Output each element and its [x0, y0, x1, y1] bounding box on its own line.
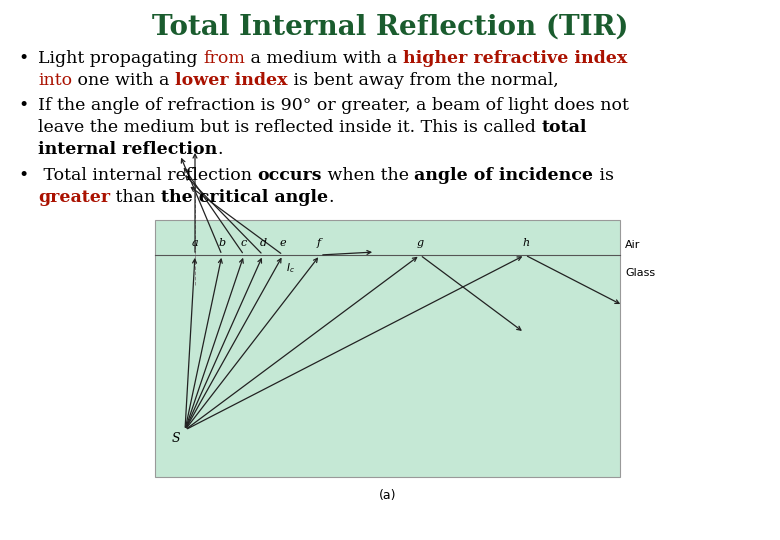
Text: (a): (a)	[379, 489, 396, 502]
Text: than: than	[110, 189, 161, 206]
Text: from: from	[203, 50, 245, 67]
Text: is: is	[594, 167, 614, 184]
Text: internal reflection: internal reflection	[38, 141, 218, 158]
Text: lower index: lower index	[175, 72, 288, 89]
Text: c: c	[241, 238, 247, 248]
Text: higher refractive index: higher refractive index	[402, 50, 627, 67]
Text: f: f	[317, 238, 321, 248]
Text: S: S	[172, 432, 181, 445]
Bar	[155, 220, 620, 477]
Text: Air: Air	[625, 240, 640, 250]
Text: Glass: Glass	[625, 268, 655, 278]
Text: a: a	[192, 238, 199, 248]
Text: e: e	[280, 238, 286, 248]
Text: a medium with a: a medium with a	[245, 50, 402, 67]
Text: $\it{I_c}$: $\it{I_c}$	[286, 261, 295, 275]
Text: is bent away from the normal,: is bent away from the normal,	[288, 72, 558, 89]
Text: •: •	[18, 167, 28, 184]
Text: d: d	[260, 238, 267, 248]
Text: occurs: occurs	[257, 167, 322, 184]
Text: g: g	[417, 238, 424, 248]
Text: the critical angle: the critical angle	[161, 189, 328, 206]
Text: leave the medium but is reflected inside it. This is called: leave the medium but is reflected inside…	[38, 119, 541, 136]
Text: Light propagating: Light propagating	[38, 50, 203, 67]
Text: .: .	[328, 189, 334, 206]
Text: angle of incidence: angle of incidence	[414, 167, 594, 184]
Text: one with a: one with a	[72, 72, 175, 89]
Text: •: •	[18, 50, 28, 67]
Text: total: total	[541, 119, 587, 136]
Text: Total Internal Reflection (TIR): Total Internal Reflection (TIR)	[152, 14, 628, 40]
Text: b: b	[219, 238, 226, 248]
Text: greater: greater	[38, 189, 110, 206]
Text: when the: when the	[322, 167, 414, 184]
Text: Total internal reflection: Total internal reflection	[38, 167, 257, 184]
Text: If the angle of refraction is 90° or greater, a beam of light does not: If the angle of refraction is 90° or gre…	[38, 97, 629, 114]
Text: •: •	[18, 97, 28, 114]
Text: .: .	[218, 141, 223, 158]
Text: into: into	[38, 72, 72, 89]
Text: h: h	[522, 238, 529, 248]
